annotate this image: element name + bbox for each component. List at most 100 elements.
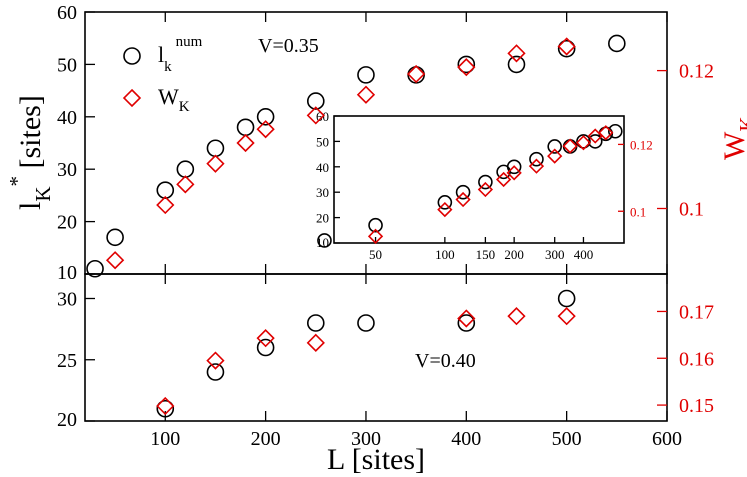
bottom-panel-frame xyxy=(84,273,668,422)
top-circle-point xyxy=(407,66,425,84)
legend-label-lk-num: lknum xyxy=(158,34,203,75)
top-ytick-label: 40 xyxy=(57,107,77,129)
top-ytick-label: 60 xyxy=(57,2,77,24)
inset-diamond-point xyxy=(575,135,592,151)
top-diamond-point xyxy=(206,154,225,173)
top-circle-point xyxy=(608,34,626,53)
top-ytick-label: 30 xyxy=(57,159,77,181)
bottom-xtick-label: 200 xyxy=(251,428,281,450)
top-diamond-point xyxy=(105,251,125,270)
legend: lknum WK xyxy=(122,34,203,115)
inset-ytick-label: 50 xyxy=(316,134,329,149)
bottom-circle-point xyxy=(206,363,225,381)
inset-diamond-point xyxy=(477,181,494,198)
inset-xtick-label: 50 xyxy=(369,247,382,262)
top-diamond-point xyxy=(176,175,195,194)
top-ytick-right-label: 0.1 xyxy=(679,199,704,221)
top-ytick-label: 10 xyxy=(57,262,77,284)
bottom-diamond-point xyxy=(306,333,325,352)
bottom-circle-point xyxy=(557,289,576,308)
bottom-diamond-point xyxy=(557,307,576,326)
top-circle-point xyxy=(86,259,104,278)
inset-ytick-label: 40 xyxy=(316,160,329,175)
annotation-v040: V=0.40 xyxy=(415,350,476,372)
bottom-ytick-right-label: 0.16 xyxy=(679,348,714,370)
inset-circle-point xyxy=(455,184,471,200)
top-diamond-point xyxy=(407,64,426,84)
inset-diamond-point xyxy=(562,138,578,154)
inset-ytick-right-label: 0.1 xyxy=(630,204,646,219)
inset-frame xyxy=(333,115,625,244)
top-diamond-point xyxy=(507,44,526,63)
annotation-v035: V=0.35 xyxy=(258,35,319,57)
top-circle-point xyxy=(306,92,325,110)
inset-xtick-label: 100 xyxy=(435,247,455,262)
bottom-diamond-point xyxy=(206,351,225,370)
inset-diamond-point xyxy=(437,201,453,218)
bottom-ytick-right-label: 0.15 xyxy=(679,395,714,417)
legend-circle-marker xyxy=(123,47,141,65)
bottom-xtick-label: 600 xyxy=(652,428,682,450)
bottom-circle-point xyxy=(156,399,175,418)
bottom-circle-point xyxy=(457,314,476,332)
x-axis-title: L [sites] xyxy=(327,443,425,476)
inset-circle-point xyxy=(562,139,578,154)
inset-ytick-label: 30 xyxy=(316,185,329,200)
bottom-diamond-point xyxy=(256,329,275,348)
top-diamond-point xyxy=(156,195,175,215)
bottom-diamond-point xyxy=(156,396,175,416)
inset-circle-point xyxy=(547,139,562,154)
inset-diamond-point xyxy=(547,148,563,164)
inset-circle-point xyxy=(368,217,383,233)
top-circle-point xyxy=(457,55,476,74)
inset-circle-point xyxy=(437,195,453,210)
y-axis-right-title: WK xyxy=(718,117,747,161)
inset-circle-point xyxy=(608,123,623,139)
top-diamond-point xyxy=(236,133,255,153)
inset-circle-point xyxy=(576,134,591,149)
inset-diamond-point xyxy=(455,191,471,208)
bottom-xtick-label: 100 xyxy=(150,428,180,450)
top-diamond-point xyxy=(256,120,275,139)
inset-ytick-label: 20 xyxy=(316,211,329,226)
inset-circle-point xyxy=(529,151,544,167)
inset-diamond-point xyxy=(367,228,384,244)
top-circle-point xyxy=(557,39,576,58)
inset-xtick-label: 200 xyxy=(504,247,524,262)
legend-label-wk: WK xyxy=(158,84,190,115)
top-diamond-point xyxy=(457,58,476,77)
bottom-circle-point xyxy=(306,314,325,332)
data-marks xyxy=(86,34,626,418)
top-panel-frame xyxy=(84,11,668,275)
inset-diamond-point xyxy=(598,125,614,141)
top-circle-point xyxy=(256,108,275,126)
top-circle-point xyxy=(106,228,124,247)
inset-diamond-point xyxy=(495,171,512,188)
top-ytick-label: 20 xyxy=(57,212,77,234)
axis-ticks: 1020304050600.10.121020304050600.10.1250… xyxy=(57,2,714,450)
top-diamond-point xyxy=(557,37,576,56)
top-diamond-point xyxy=(306,106,325,125)
bottom-circle-point xyxy=(357,314,375,332)
inset-diamond-point xyxy=(528,158,545,174)
bottom-circle-point xyxy=(256,338,275,357)
bottom-diamond-point xyxy=(457,309,476,328)
legend-diamond-marker xyxy=(122,88,142,108)
bottom-ytick-label: 20 xyxy=(57,409,77,431)
bottom-ytick-label: 25 xyxy=(57,350,77,372)
top-circle-point xyxy=(176,160,195,178)
top-circle-point xyxy=(507,55,526,74)
inset-xtick-label: 400 xyxy=(574,247,594,262)
inset-circle-point xyxy=(506,159,522,175)
y-axis-title: lK* [sites] xyxy=(5,95,55,210)
inset-circle-point xyxy=(478,174,493,190)
top-circle-point xyxy=(357,66,375,84)
top-circle-point xyxy=(236,118,255,137)
bottom-ytick-right-label: 0.17 xyxy=(679,301,714,323)
bottom-ytick-label: 30 xyxy=(57,289,77,311)
top-ytick-right-label: 0.12 xyxy=(679,61,714,83)
inset-diamond-point xyxy=(506,165,522,181)
inset-ytick-right-label: 0.12 xyxy=(630,137,653,152)
inset-xtick-label: 150 xyxy=(476,247,496,262)
